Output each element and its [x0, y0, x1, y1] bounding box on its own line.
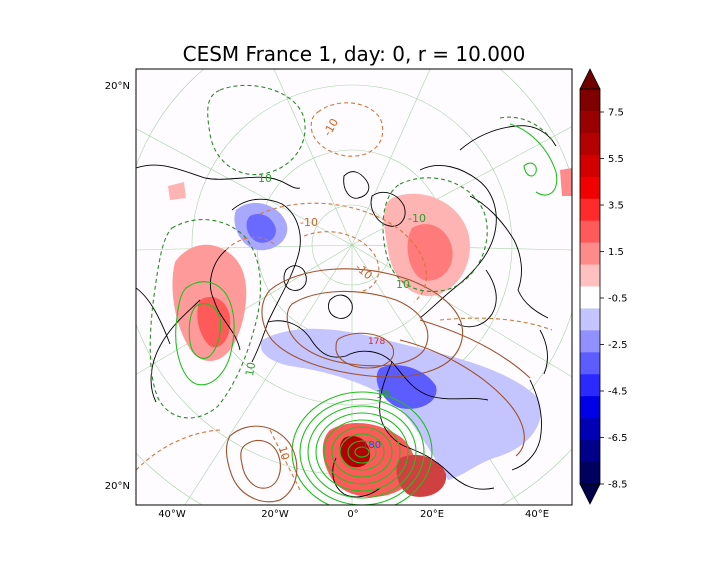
colorbar-tick-label: -0.5	[608, 294, 628, 305]
lat-label-bottom: 20°N	[105, 481, 130, 492]
colorbar-tick-label: 1.5	[608, 247, 624, 258]
contours	[136, 84, 558, 505]
colorbar-tick-label: -8.5	[608, 480, 628, 491]
colorbar-bin	[580, 154, 600, 178]
anomaly-small-red-1	[168, 182, 186, 200]
colorbar-extend-bottom	[579, 483, 601, 505]
colorbar-bin	[580, 352, 600, 375]
colorbar-bin	[580, 89, 600, 112]
map-title: CESM France 1, day: 0, r = 10.000	[182, 42, 526, 66]
lon-label: 20°E	[420, 509, 444, 520]
colorbar-tick-label: 5.5	[608, 154, 624, 165]
colorbar-bin	[580, 110, 600, 134]
colorbar-bin	[580, 242, 600, 266]
contour-label: 180	[362, 440, 381, 451]
contour-label: 178	[368, 337, 385, 347]
colorbar-bin	[580, 176, 600, 200]
anomaly-north-america-core	[197, 296, 231, 348]
colorbar-tick-label: -6.5	[608, 433, 628, 444]
anomaly-siberia-core	[407, 224, 453, 281]
colorbar-bin	[580, 220, 600, 244]
contour-label: 10	[376, 388, 390, 401]
contour-label: 10	[396, 278, 410, 291]
colorbar-bin	[580, 308, 600, 331]
colorbar-bin	[580, 330, 600, 353]
colorbar-tick-label: 7.5	[608, 108, 624, 119]
colorbar-bin	[580, 462, 600, 485]
map-panel: 10 -10 -10 -10 10 -10 178 10 180 10 10	[135, 68, 573, 506]
lon-label: 40°W	[158, 509, 186, 520]
colorbar-tick-label: -2.5	[608, 340, 628, 351]
colorbar-bin	[580, 264, 600, 287]
contour-label: 10	[276, 445, 292, 462]
colorbar-bin	[580, 132, 600, 156]
lon-label: 20°W	[261, 509, 289, 520]
colorbar-bin	[580, 440, 600, 463]
colorbar-bin	[580, 286, 600, 309]
contour-label: 10	[243, 361, 258, 377]
contour-labels: 10 -10 -10 -10 10 -10 178 10 180 10 10	[243, 116, 426, 461]
lat-label-top: 20°N	[105, 81, 130, 92]
contour-label: -10	[408, 212, 426, 225]
contour-label: 10	[258, 172, 272, 185]
axis-labels: 20°N 20°N 40°W 20°W 0° 20°E 40°E	[105, 81, 549, 520]
lon-label: 0°	[347, 509, 358, 520]
colorbar-bin	[580, 198, 600, 222]
colorbar: 7.5 5.5 3.5 1.5 -0.5 -2.5 -4.5 -6.5 -8.5	[579, 68, 628, 505]
contour-label: -10	[300, 216, 318, 229]
anomaly-greenland-blue-core	[246, 213, 276, 243]
colorbar-bin	[580, 418, 600, 441]
colorbar-tick-label: -4.5	[608, 387, 628, 398]
colorbar-tick-label: 3.5	[608, 201, 624, 212]
colorbar-bin	[580, 374, 600, 397]
colorbar-bin	[580, 396, 600, 419]
anomaly-small-red-2	[560, 168, 572, 196]
colorbar-extend-top	[579, 68, 601, 90]
lon-label: 40°E	[525, 509, 549, 520]
